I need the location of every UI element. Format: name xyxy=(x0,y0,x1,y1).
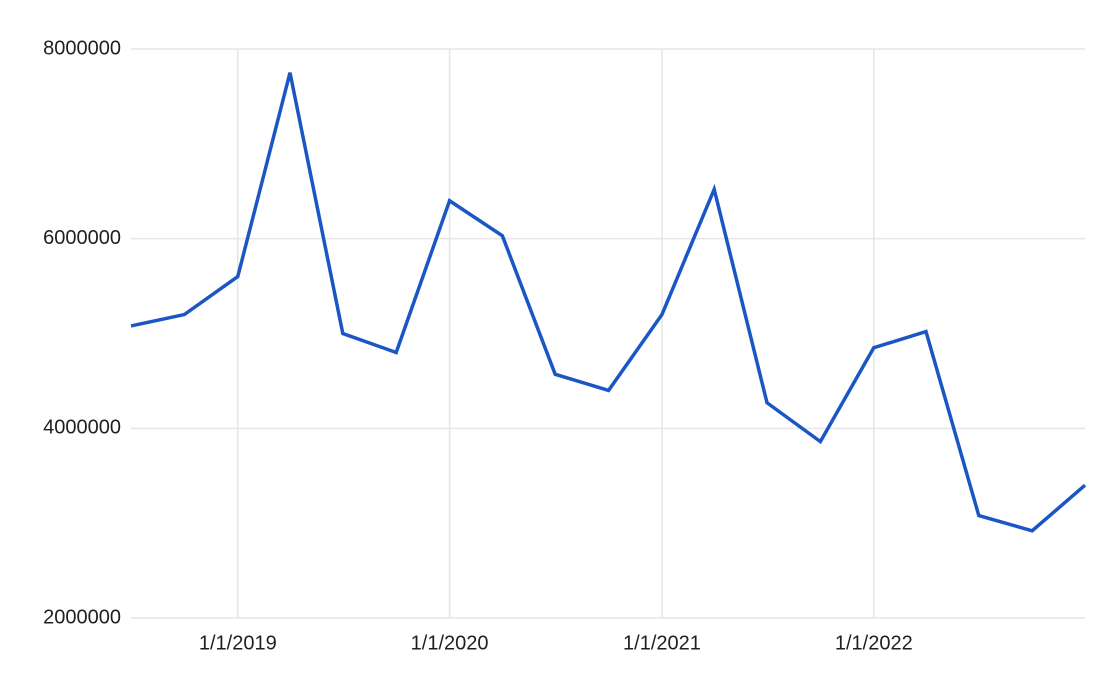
series-line xyxy=(130,72,1087,533)
x-tick-label: 1/1/2021 xyxy=(623,632,701,654)
y-tick-label: 8000000 xyxy=(43,37,121,59)
y-tick-label: 2000000 xyxy=(43,606,121,628)
x-axis-ticks: 1/1/2019 1/1/2020 1/1/2021 1/1/2022 xyxy=(199,632,913,654)
y-tick-label: 6000000 xyxy=(43,227,121,249)
y-axis-ticks: 2000000 4000000 6000000 8000000 xyxy=(43,37,121,628)
x-tick-label: 1/1/2020 xyxy=(411,632,489,654)
x-tick-label: 1/1/2022 xyxy=(835,632,913,654)
x-tick-label: 1/1/2019 xyxy=(199,632,277,654)
y-tick-label: 4000000 xyxy=(43,417,121,439)
series-layer xyxy=(130,72,1087,533)
grid-layer xyxy=(131,48,1085,619)
